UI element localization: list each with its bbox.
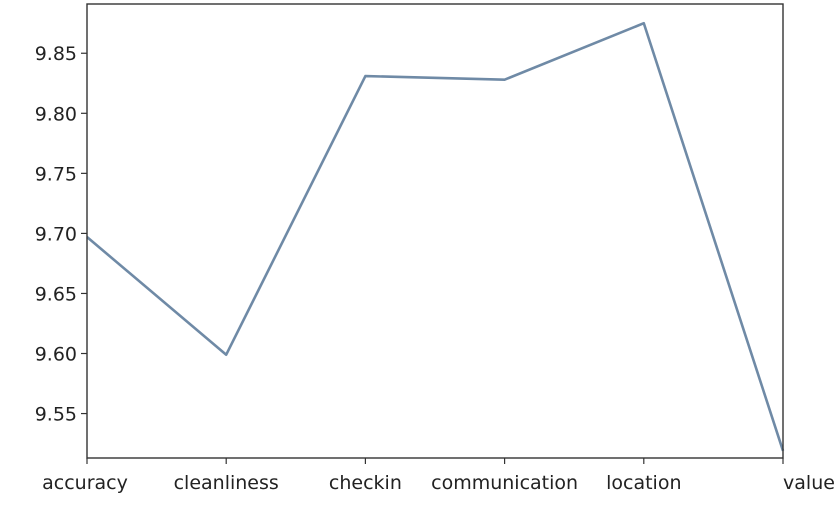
y-tick-label: 9.75 bbox=[35, 163, 77, 185]
y-tick-label: 9.55 bbox=[35, 404, 77, 426]
x-tick-label: checkin bbox=[329, 472, 402, 494]
y-tick-label: 9.60 bbox=[35, 344, 77, 366]
x-tick-label: communication bbox=[431, 472, 578, 494]
plot-frame bbox=[87, 4, 783, 458]
series-line bbox=[87, 23, 783, 451]
x-axis-ticks: accuracy cleanliness checkin communication l… bbox=[42, 458, 835, 494]
y-tick-label: 9.85 bbox=[35, 43, 77, 65]
x-tick-label: location bbox=[606, 472, 681, 494]
y-axis-ticks: 9.55 9.60 9.65 9.70 9.75 9.80 9.85 bbox=[35, 43, 87, 425]
y-tick-label: 9.70 bbox=[35, 223, 77, 245]
y-tick-label: 9.80 bbox=[35, 103, 77, 125]
x-tick-label: value bbox=[783, 472, 835, 494]
x-tick-label: cleanliness bbox=[174, 472, 279, 494]
y-tick-label: 9.65 bbox=[35, 283, 77, 305]
x-tick-label: accuracy bbox=[42, 472, 128, 494]
